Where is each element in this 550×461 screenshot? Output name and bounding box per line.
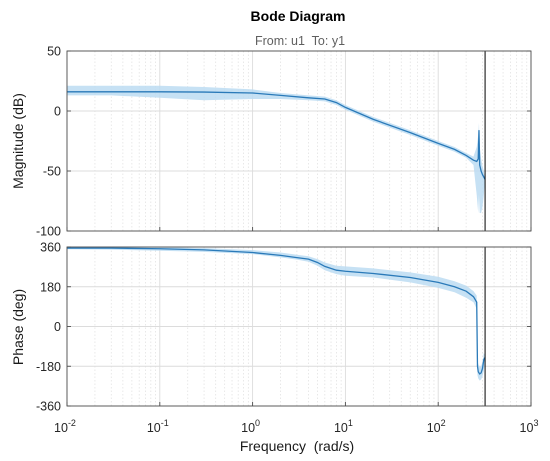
phase-axis-label: Phase (deg) (10, 289, 26, 365)
x-axis-label: Frequency (rad/s) (240, 438, 354, 454)
x-tick-label: 102 (427, 418, 446, 435)
x-tick-label: 10-1 (147, 418, 169, 435)
chart-subtitle: From: u1 To: y1 (255, 34, 345, 48)
y-tick-label: 0 (54, 105, 61, 119)
x-tick-label: 10-2 (54, 418, 76, 435)
y-tick-label: -50 (43, 165, 61, 179)
y-tick-label: 360 (40, 241, 61, 255)
x-tick-labels: 10-2 10-1 100 101 102 103 (54, 227, 538, 435)
response-line (67, 247, 486, 375)
response-line (67, 91, 486, 180)
phase-panel: -360 -180 0 180 360 (36, 241, 532, 414)
y-tick-label: 50 (47, 45, 61, 59)
magnitude-axis-label: Magnitude (dB) (10, 93, 26, 189)
x-tick-label: 101 (334, 418, 353, 435)
axes-frame (66, 50, 532, 232)
y-tick-label: -360 (36, 400, 61, 414)
x-tick-label: 100 (241, 418, 260, 435)
chart-title: Bode Diagram (251, 8, 346, 24)
y-tick-label: 0 (54, 320, 61, 334)
y-tick-label: -180 (36, 360, 61, 374)
x-tick-label: 103 (520, 418, 539, 435)
magnitude-panel: -100 -50 0 50 (36, 45, 532, 239)
y-tick-label: -100 (36, 225, 61, 239)
y-tick-label: 180 (40, 280, 61, 294)
plot-area (67, 51, 531, 231)
